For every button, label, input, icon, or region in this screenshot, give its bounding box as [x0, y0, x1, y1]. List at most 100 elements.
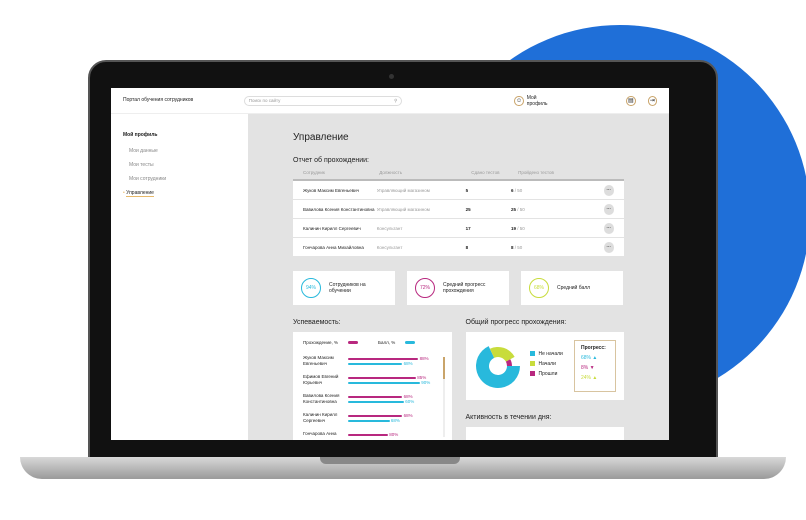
search-input[interactable]: Поиск по сайту ⚲ [243, 95, 403, 106]
donut-slice [475, 346, 520, 388]
employee-name: Ефимов Евгений Юрьевич [303, 374, 339, 385]
employee-role: Управляющий магазином [376, 187, 430, 193]
progress-value: 24% ▲ [581, 375, 609, 381]
legend-swatch [405, 341, 416, 344]
progress-box: Прогресс: 68% ▲ 8% ▼ 24% ▲ [574, 340, 616, 392]
sidebar: Мой профиль Мои данные Мои тесты Мои сот… [111, 114, 248, 440]
employee-name: Калинин Кирилл Сергеевич [303, 225, 361, 231]
progress-card: Не начали Начали Прошли Прогресс: 68% ▲ 8% … [465, 332, 624, 400]
col: Пройдено тестов [518, 170, 554, 175]
tests-done: 8 [510, 244, 514, 250]
bar-label: 68% [390, 418, 400, 423]
progress-bar [348, 376, 416, 379]
legend-item: Прохождение, % [303, 340, 338, 345]
print-icon[interactable]: ▤ [626, 95, 636, 106]
performance-row: Вавилова Ксения Константиновна 68% 60% [303, 393, 442, 405]
tests-passed: 8 [465, 244, 469, 250]
value: 24% [581, 375, 592, 381]
search-icon[interactable]: ⚲ [394, 97, 398, 103]
employee-name: Вавилова Ксения Константиновна [303, 206, 375, 212]
legend-swatch [529, 351, 535, 356]
main: Управление Отчет об прохождении: Сотрудн… [248, 114, 669, 440]
sidebar-item-active[interactable]: Управление [126, 190, 154, 197]
more-button[interactable]: ··· [603, 222, 614, 234]
tests-total: / 50 [517, 206, 525, 212]
donut-chart [475, 346, 520, 388]
score-bar [348, 362, 403, 365]
employee-role: Управляющий магазином [376, 206, 430, 212]
more-button[interactable]: ··· [603, 184, 614, 196]
bar-label: 88% [419, 356, 429, 361]
table-header: Сотрудник Должность Сдано тестов Пройдено т… [293, 170, 624, 181]
value: 68% [581, 355, 592, 361]
camera [389, 74, 394, 79]
table-row[interactable]: Калинин Кирилл Сергеевич Консультант 17 19 … [293, 219, 624, 238]
employee-role: Консультант [376, 225, 403, 231]
stat-label: Средний балл [557, 285, 591, 291]
scrollbar[interactable] [442, 357, 445, 437]
col: Сотрудник [303, 170, 325, 175]
employee-name: Вавилова Ксения Константиновна [303, 393, 340, 404]
table-row[interactable]: Вавилова Ксения Константиновна Управляющи… [293, 200, 624, 219]
laptop-base [20, 457, 786, 479]
user-icon: ☺ [514, 95, 524, 106]
bar-label: 68% [403, 394, 413, 399]
performance-row: Гончарова Анна 80% [303, 431, 442, 440]
tests-passed: 25 [465, 206, 471, 212]
header: Портал обучения сотрудников Поиск по сай… [111, 88, 669, 114]
employee-name: Жуков Максим Евгеньевич [303, 355, 334, 366]
progress-bar [348, 395, 403, 398]
profile-button[interactable]: ☺ Мой профиль [514, 94, 548, 107]
bar-label: 90% [421, 380, 431, 385]
tests-done: 25 [510, 206, 516, 212]
sidebar-title[interactable]: Мой профиль [123, 132, 158, 138]
employee-name: Гончарова Анна Михайловна [303, 244, 364, 250]
legend-swatch [529, 361, 535, 366]
laptop-notch [320, 457, 460, 464]
employee-name: Гончарова Анна [303, 431, 337, 436]
more-button[interactable]: ··· [603, 203, 614, 215]
progress-bar [348, 433, 388, 436]
bar-label: 85% [417, 375, 427, 380]
employee-name: Калинин Кирилл Сергеевич [303, 412, 338, 423]
table-row[interactable]: Гончарова Анна Михайловна Консультант 8 8 /… [293, 238, 624, 257]
legend-label: Начали [538, 361, 556, 367]
col: Должность [379, 170, 403, 175]
performance-row: Жуков Максим Евгеньевич 88% 68% [303, 355, 442, 367]
legend-label: Прошли [538, 371, 558, 377]
sidebar-item[interactable]: Мои данные [129, 148, 158, 154]
progress-value: 68% ▲ [581, 355, 609, 361]
bar-label: 60% [405, 399, 415, 404]
sidebar-item[interactable]: Мои тесты [129, 162, 154, 168]
screen: Портал обучения сотрудников Поиск по сай… [111, 88, 669, 440]
page-title: Управление [293, 132, 349, 143]
performance-row: Ефимов Евгений Юрьевич 85% 90% [303, 374, 442, 386]
employee-role: Консультант [376, 244, 403, 250]
sidebar-item[interactable]: Мои сотрудники [129, 176, 167, 182]
col: Сдано тестов [471, 170, 500, 175]
report-title: Отчет об прохождении: [293, 157, 369, 164]
employee-name: Жуков Максим Евгеньевич [303, 187, 359, 193]
tests-total: / 50 [514, 244, 523, 250]
trend-icon: ▼ [589, 365, 595, 371]
tests-passed: 17 [465, 225, 471, 231]
trend-icon: ▲ [592, 375, 598, 381]
progress-title: Общий прогресс прохождения: [465, 319, 567, 326]
score-bar [348, 400, 404, 403]
table-row[interactable]: Жуков Максим Евгеньевич Управляющий магаз… [293, 181, 624, 200]
logo[interactable]: Портал обучения сотрудников [123, 97, 194, 103]
performance-card: Прохождение, % Балл, % Жуков Максим Евге… [293, 332, 452, 440]
progress-ring: 68% [529, 278, 549, 298]
progress-bar [348, 357, 419, 360]
stat-label: Средний прогресс прохождения [443, 282, 486, 294]
value: 8% [581, 365, 589, 371]
stat-card: 94% Сотрудников на обучении [293, 271, 395, 305]
legend-swatch [529, 371, 535, 376]
donut-slice [489, 347, 515, 362]
logout-icon[interactable]: ⇥ [647, 95, 658, 106]
legend-item: Не начали [529, 351, 563, 357]
more-button[interactable]: ··· [603, 241, 614, 253]
legend-label: Не начали [538, 351, 563, 357]
legend-swatch [347, 341, 358, 344]
performance-title: Успеваемость: [293, 319, 341, 326]
